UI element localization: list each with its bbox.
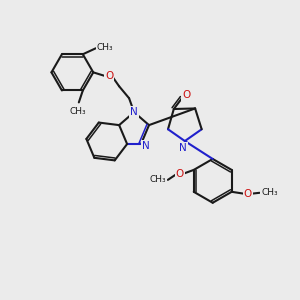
Text: N: N: [130, 107, 138, 117]
Text: N: N: [179, 143, 187, 153]
Text: N: N: [142, 141, 150, 151]
Text: O: O: [105, 71, 113, 81]
Text: CH₃: CH₃: [150, 176, 166, 184]
Text: CH₃: CH₃: [96, 43, 113, 52]
Text: O: O: [176, 169, 184, 179]
Text: CH₃: CH₃: [70, 107, 86, 116]
Text: O: O: [244, 189, 252, 199]
Text: CH₃: CH₃: [261, 188, 278, 197]
Text: O: O: [182, 90, 190, 100]
